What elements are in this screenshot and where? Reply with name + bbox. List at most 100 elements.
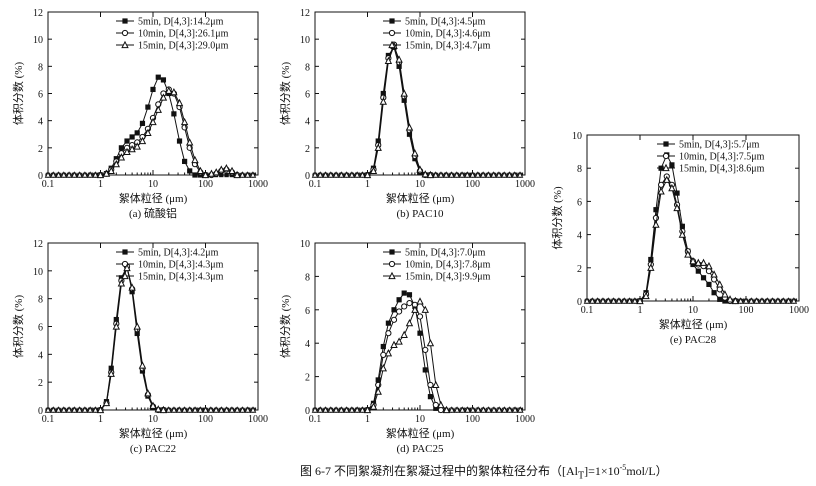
chart-d: 0 2 4 6 8 10 0.1 1 10 100 1000 絮体粒径 (μm) 体积分数 (%) (d)… xyxy=(278,239,535,455)
data-point xyxy=(175,406,183,413)
series-square xyxy=(312,44,525,178)
y-tick-label: 2 xyxy=(305,144,310,155)
data-point xyxy=(117,279,126,287)
series-line xyxy=(587,175,799,302)
data-point xyxy=(374,143,382,151)
data-point xyxy=(49,406,57,413)
data-point xyxy=(322,171,329,178)
data-point xyxy=(426,338,435,347)
data-point xyxy=(442,405,451,414)
legend-marker xyxy=(388,40,396,49)
data-point xyxy=(353,171,361,178)
legend-marker xyxy=(662,163,670,172)
legend-label: 15min, D[4,3]:4.3μm xyxy=(138,272,224,283)
data-point xyxy=(432,401,439,409)
data-point xyxy=(400,330,408,338)
legend-label: 5min, D[4,3]:7.0μm xyxy=(405,248,486,259)
data-point xyxy=(589,297,596,304)
y-axis-label: 体积分数 (%) xyxy=(11,62,25,126)
data-point xyxy=(327,406,335,413)
data-point xyxy=(44,406,52,413)
data-point xyxy=(779,297,787,304)
data-point xyxy=(123,147,131,156)
data-point xyxy=(239,406,246,413)
data-point xyxy=(332,171,340,178)
data-point xyxy=(380,90,386,97)
data-point xyxy=(469,171,476,178)
series-square xyxy=(45,264,258,413)
legend-label: 10min, D[4,3]:4.3μm xyxy=(138,260,224,271)
data-point xyxy=(653,207,659,213)
data-point xyxy=(311,406,319,413)
legend-label: 10min, D[4,3]:26.1μm xyxy=(138,29,229,40)
legend-marker xyxy=(122,18,128,24)
x-tick-label: 0.1 xyxy=(42,414,55,425)
data-point xyxy=(774,297,782,304)
data-point xyxy=(139,120,146,126)
data-point xyxy=(133,142,141,150)
data-point xyxy=(421,170,429,178)
series-triangle xyxy=(44,86,258,179)
data-point xyxy=(785,297,792,304)
chart-title: (d) PAC25 xyxy=(397,443,444,455)
caption-suffix: mol/L） xyxy=(626,464,668,478)
legend-label: 15min, D[4,3]:8.6μm xyxy=(679,164,765,175)
y-tick-label: 0 xyxy=(577,297,582,308)
data-point xyxy=(369,402,378,410)
data-point xyxy=(615,297,623,304)
data-point xyxy=(201,170,210,179)
data-point xyxy=(363,405,372,414)
x-tick-label: 1000 xyxy=(789,305,809,316)
data-point xyxy=(400,89,408,97)
y-tick-label: 12 xyxy=(33,8,43,19)
data-point xyxy=(416,297,424,305)
chart-title: (b) PAC10 xyxy=(397,208,444,220)
data-point xyxy=(417,330,423,336)
data-point xyxy=(711,290,717,296)
data-point xyxy=(453,171,461,178)
data-point xyxy=(112,322,121,330)
series-line xyxy=(48,265,258,411)
data-point xyxy=(416,313,424,320)
y-tick-label: 2 xyxy=(577,264,582,275)
data-point xyxy=(60,171,68,178)
data-point xyxy=(516,171,524,178)
data-point xyxy=(144,128,152,136)
data-point xyxy=(648,256,654,263)
legend-label: 5min, D[4,3]:5.7μm xyxy=(679,140,760,151)
x-axis-label: 絮体粒径 (μm) xyxy=(386,191,455,205)
chart-a: 0 2 4 6 8 10 12 0.1 1 10 100 1000 絮体粒径 (μm) 体积分数 (%) (… xyxy=(11,8,268,220)
series-line xyxy=(315,43,525,176)
data-point xyxy=(401,303,408,310)
y-tick-label: 8 xyxy=(305,272,310,283)
legend-label: 10min, D[4,3]:7.5μm xyxy=(679,152,765,163)
data-point xyxy=(118,145,124,151)
data-point xyxy=(223,406,230,413)
data-point xyxy=(55,171,62,178)
series-line xyxy=(315,46,525,176)
legend-marker xyxy=(389,249,395,255)
x-tick-label: 1 xyxy=(638,305,643,316)
data-point xyxy=(490,406,498,413)
caption-sup: -5 xyxy=(619,463,627,472)
data-point xyxy=(495,171,503,178)
data-point xyxy=(374,387,382,395)
data-point xyxy=(218,406,225,413)
series-line xyxy=(48,265,258,411)
data-point xyxy=(202,406,209,413)
x-tick-label: 1000 xyxy=(248,179,268,190)
data-point xyxy=(359,406,366,413)
data-point xyxy=(249,406,257,413)
y-tick-label: 0 xyxy=(305,406,310,417)
series-line xyxy=(315,44,525,176)
legend-label: 5min, D[4,3]:4.2μm xyxy=(138,248,219,259)
legend-marker xyxy=(662,152,670,160)
data-point xyxy=(396,297,402,303)
x-axis-label: 絮体粒径 (μm) xyxy=(659,317,728,331)
y-tick-label: 0 xyxy=(305,171,310,182)
data-point xyxy=(474,171,482,178)
legend-marker xyxy=(388,260,396,268)
data-point xyxy=(405,123,414,131)
data-point xyxy=(228,406,236,413)
data-point xyxy=(86,171,94,178)
